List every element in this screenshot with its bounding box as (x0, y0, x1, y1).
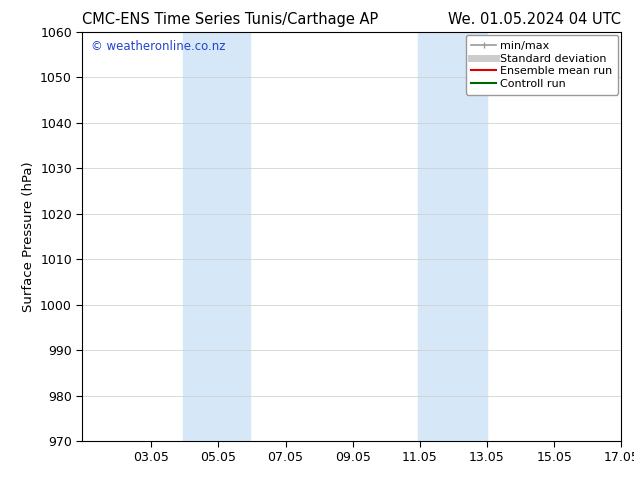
Bar (183, 32, 250, 441)
Text: © weatheronline.co.nz: © weatheronline.co.nz (91, 40, 225, 53)
Bar (418, 32, 487, 441)
Text: CMC-ENS Time Series Tunis/Carthage AP: CMC-ENS Time Series Tunis/Carthage AP (82, 12, 378, 27)
Text: We. 01.05.2024 04 UTC: We. 01.05.2024 04 UTC (448, 12, 621, 27)
Legend: min/max, Standard deviation, Ensemble mean run, Controll run: min/max, Standard deviation, Ensemble me… (466, 35, 618, 95)
Y-axis label: Surface Pressure (hPa): Surface Pressure (hPa) (22, 161, 35, 312)
